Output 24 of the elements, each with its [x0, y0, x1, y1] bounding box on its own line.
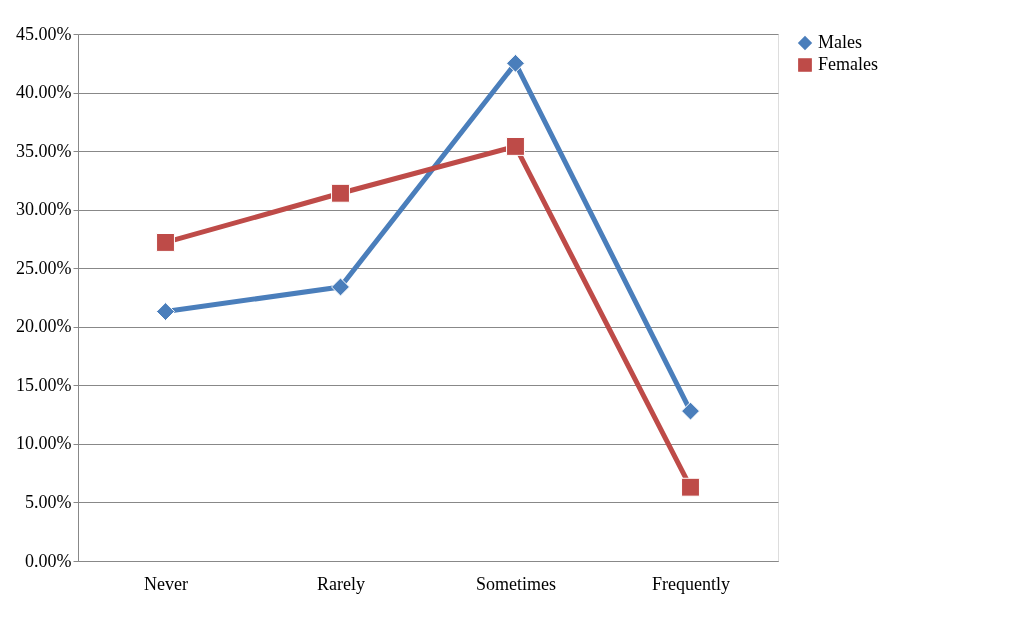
y-tick-label: 20.00% [16, 316, 72, 337]
y-tick-label: 10.00% [16, 433, 72, 454]
y-tick-label: 30.00% [16, 199, 72, 220]
x-tick-label: Sometimes [476, 573, 556, 594]
point [681, 401, 700, 421]
point [506, 136, 525, 156]
y-tick-label: 35.00% [16, 140, 72, 161]
point [331, 183, 350, 203]
legend-label: Males [818, 32, 862, 52]
point [156, 233, 175, 252]
x-tick-label: Rarely [317, 573, 365, 594]
y-tick-label: 0.00% [25, 550, 72, 571]
point [506, 53, 525, 73]
y-tick-label: 45.00% [16, 23, 72, 44]
y-tick-label: 25.00% [16, 257, 72, 278]
y-tick-label: 15.00% [16, 374, 72, 395]
legend-label: Females [818, 54, 878, 74]
y-tick-label: 40.00% [16, 82, 72, 103]
y-tick-label: 5.00% [25, 491, 72, 512]
point [331, 277, 350, 297]
x-tick-label: Never [144, 573, 188, 594]
point [681, 477, 700, 497]
point [156, 302, 175, 321]
x-tick-label: Frequently [652, 573, 730, 594]
